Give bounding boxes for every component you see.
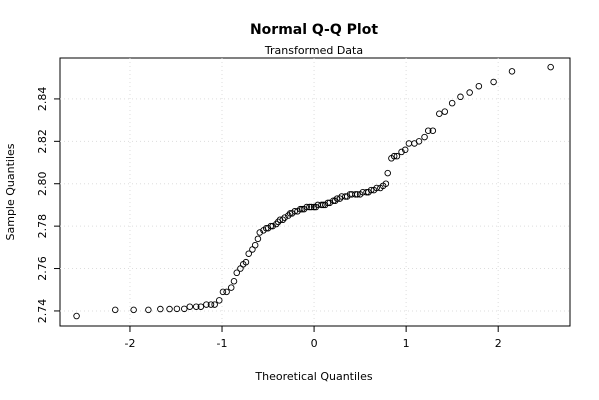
point [330,197,337,204]
point [269,222,276,230]
point [73,312,80,320]
point [312,203,320,211]
point [223,288,230,296]
point [382,180,390,187]
point [547,63,554,71]
point [197,303,205,310]
point [230,278,238,285]
point [424,127,432,134]
point [398,148,405,156]
point [390,152,398,160]
point [490,78,497,86]
point [441,108,449,115]
point [324,199,332,207]
point [207,301,215,308]
point [373,184,380,192]
point [285,212,292,219]
y-tick-label: 2.84 [36,87,49,112]
point [457,93,464,101]
point [415,138,423,145]
point [508,68,516,75]
point [279,216,287,224]
point [318,201,325,209]
point [281,214,288,221]
x-tick-label: 1 [403,337,410,350]
point [211,301,218,308]
y-tick-label: 2.76 [36,256,49,281]
y-tick-label: 2.78 [36,214,49,239]
point [145,306,152,314]
point [192,303,200,310]
point [181,305,188,313]
point [401,146,409,154]
point [291,208,298,215]
point [227,284,235,291]
point [251,241,259,249]
point [384,169,391,177]
x-tick-label: 2 [495,337,502,350]
y-tick-label: 2.80 [36,171,49,196]
point [173,305,181,313]
point [111,306,119,314]
point [354,191,361,198]
point [393,152,401,160]
point [254,235,262,243]
point [421,133,428,141]
point [310,203,318,211]
point [273,220,280,228]
point [308,203,315,211]
plot-frame [59,57,571,327]
point [130,306,137,314]
point [303,203,310,211]
point [475,82,483,90]
point [466,89,473,96]
point [233,269,241,277]
point [267,222,275,230]
point [448,99,456,107]
y-tick-label: 2.74 [36,299,49,324]
y-tick-label: 2.82 [36,129,49,154]
point [297,205,304,213]
point [367,186,375,194]
point [429,127,437,134]
x-tick-label: -2 [124,337,135,350]
x-tick-label: -1 [217,337,228,350]
point [157,305,164,313]
point [186,303,194,310]
point [352,191,359,198]
point [219,288,227,296]
point [336,195,344,202]
point [245,250,252,257]
chart-title: Normal Q-Q Plot [250,22,378,38]
y-axis-label: Sample Quantiles [4,143,17,240]
point [166,305,173,313]
chart-subtitle: Transformed Data [264,44,363,57]
point [256,229,264,236]
point [216,297,223,304]
x-axis-label: Theoretical Quantiles [254,370,372,383]
x-tick-label: 0 [311,337,318,350]
point [436,110,443,118]
point [306,203,313,211]
point [326,199,333,207]
point [203,301,210,308]
point [242,258,250,266]
